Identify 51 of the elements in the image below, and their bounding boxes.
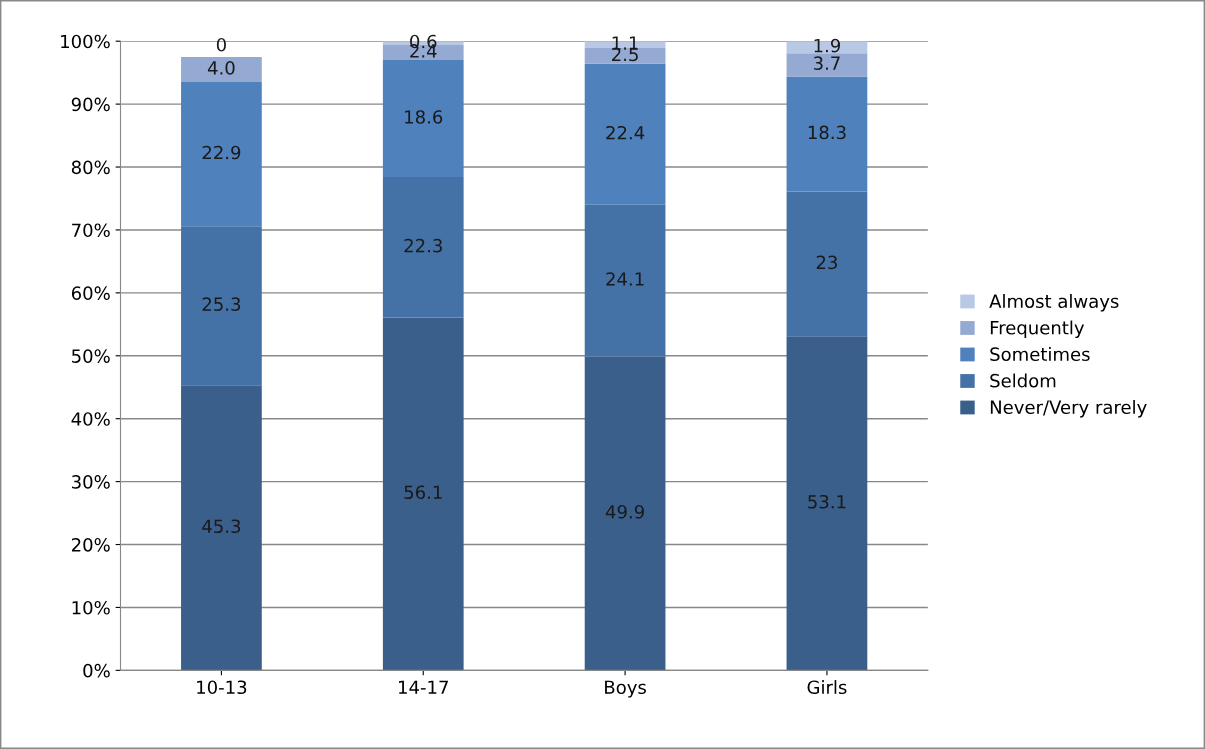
data-label: 24.1 <box>606 272 644 286</box>
bar <box>181 56 262 83</box>
x-tick-label: 14-17 <box>399 680 448 694</box>
data-label: 18.3 <box>808 125 846 140</box>
legend-label: Never/Very rarely <box>990 400 1147 418</box>
x-tick-label: 10-13 <box>197 680 247 695</box>
data-label: 4.0 <box>207 61 235 75</box>
bar <box>382 177 464 318</box>
data-label: 23 <box>816 255 837 270</box>
y-tick-label: 30% <box>72 475 110 489</box>
x-tick-label: Girls <box>807 680 847 695</box>
y-tick-label: 50% <box>72 349 110 363</box>
y-tick-label: 90% <box>71 97 110 112</box>
bar <box>382 317 464 671</box>
bar <box>786 336 868 671</box>
bar <box>786 191 868 337</box>
legend-label: Sometimes <box>990 347 1090 362</box>
bar <box>584 204 666 357</box>
bar <box>786 53 868 77</box>
x-tick-label: Boys <box>605 680 646 698</box>
data-label: 22.9 <box>202 145 241 160</box>
data-label: 49.9 <box>605 504 644 519</box>
bar <box>584 63 666 205</box>
data-label: 25.3 <box>202 297 241 311</box>
bar <box>786 76 868 192</box>
data-label: 0 <box>216 37 226 52</box>
bar <box>181 82 262 227</box>
y-tick-label: 80% <box>71 160 110 175</box>
legend-label: Frequently <box>990 320 1085 339</box>
bar <box>584 48 666 64</box>
bar <box>382 60 464 178</box>
data-label: 1.9 <box>814 38 841 53</box>
data-label: 22.3 <box>404 238 442 253</box>
bar <box>181 226 262 386</box>
y-tick-label: 40% <box>71 412 110 426</box>
bar <box>584 356 666 671</box>
legend-label: Almost always <box>989 294 1119 312</box>
y-tick-label: 70% <box>72 223 110 238</box>
y-tick-label: 20% <box>71 537 110 552</box>
y-tick-label: 100% <box>61 34 110 49</box>
legend-label: Seldom <box>990 373 1056 388</box>
data-label: 45.3 <box>202 519 241 534</box>
data-label: 18.6 <box>405 110 443 124</box>
data-label: 56.1 <box>404 485 442 500</box>
y-tick-label: 0% <box>83 663 110 678</box>
data-label: 53.1 <box>808 494 846 509</box>
data-label: 3.7 <box>813 56 840 71</box>
y-tick-label: 10% <box>72 600 110 615</box>
data-label: 22.4 <box>606 125 645 140</box>
y-tick-label: 60% <box>71 286 110 300</box>
bar <box>181 385 262 671</box>
